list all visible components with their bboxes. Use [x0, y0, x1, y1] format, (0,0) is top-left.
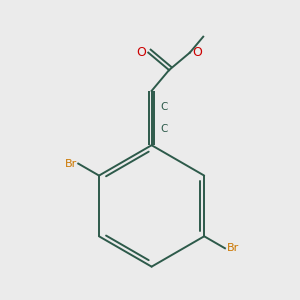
Text: C: C — [160, 102, 168, 112]
Text: O: O — [192, 46, 202, 59]
Text: O: O — [136, 46, 146, 59]
Text: Br: Br — [64, 159, 77, 169]
Text: C: C — [160, 124, 168, 134]
Text: Br: Br — [226, 243, 239, 253]
